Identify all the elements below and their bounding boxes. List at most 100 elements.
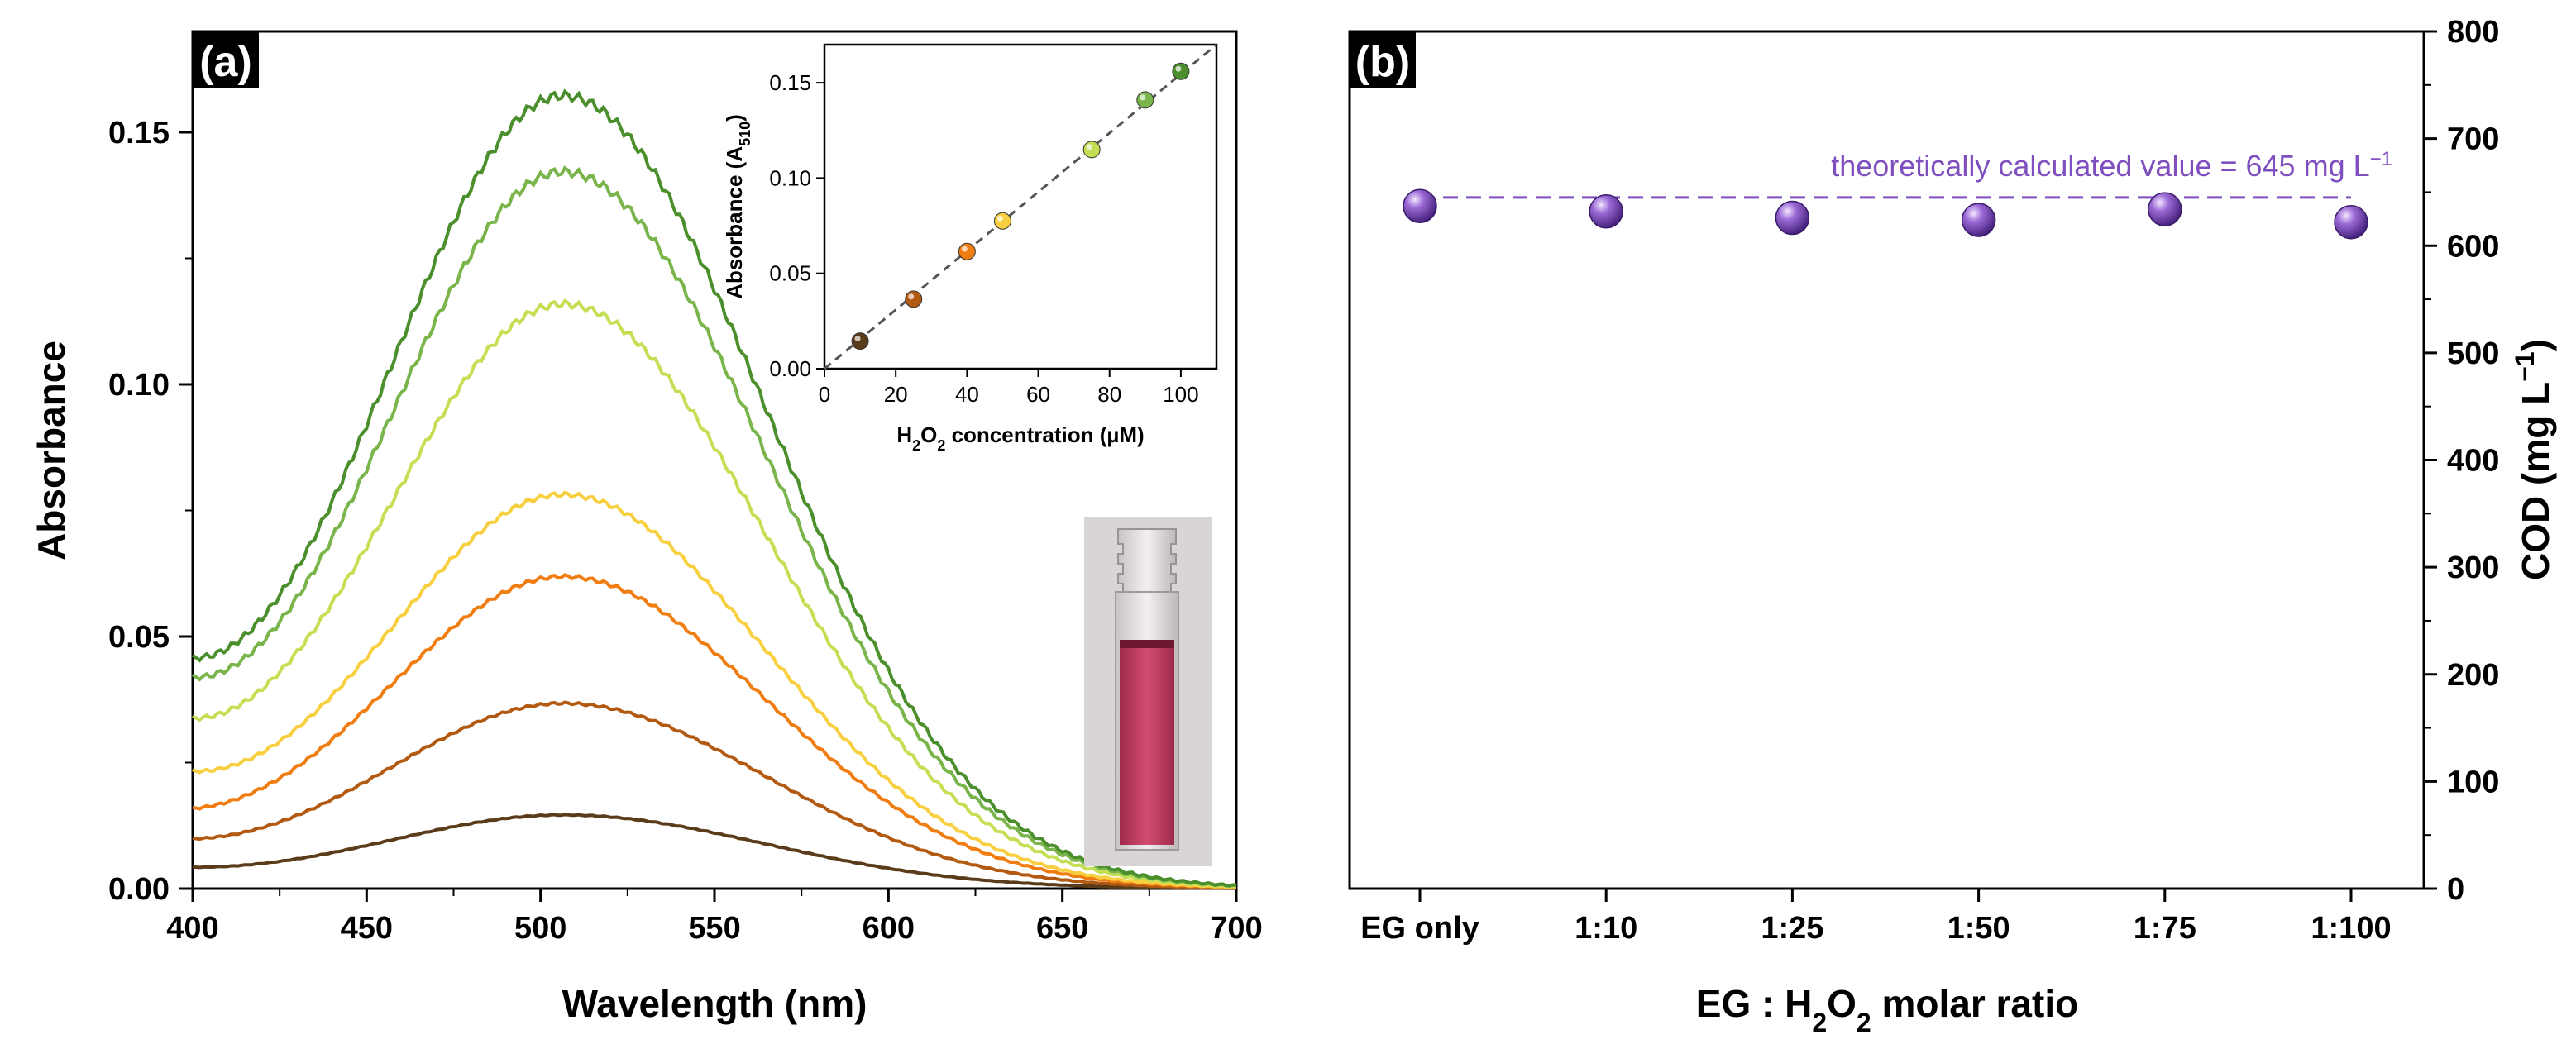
inset-x-tick-label: 100 bbox=[1163, 382, 1198, 407]
panel-a-spectra bbox=[191, 88, 1237, 890]
b-x-tick-label: 1:10 bbox=[1575, 911, 1637, 946]
inset-point-highlight bbox=[1086, 144, 1092, 150]
b-x-tick-label: 1:50 bbox=[1948, 911, 2010, 946]
inset-y-tick-label: 0.15 bbox=[769, 70, 811, 95]
inset-point bbox=[993, 212, 1011, 230]
spectrum-line bbox=[192, 700, 1237, 890]
inset-points bbox=[851, 62, 1190, 350]
cuvette-cap bbox=[1117, 528, 1177, 593]
cod-point bbox=[1961, 203, 1996, 237]
inset-x-axis-title: H2O2 concentration (µM) bbox=[896, 422, 1144, 454]
spectrum-line bbox=[192, 813, 1236, 890]
inset-y-title-sub: 510 bbox=[737, 122, 753, 146]
inset-point-highlight bbox=[1175, 65, 1182, 72]
cod-point bbox=[2334, 204, 2368, 240]
panel-b-label: (b) bbox=[1355, 38, 1410, 86]
a-y-tick-label: 0.00 bbox=[108, 872, 170, 907]
b-x-title-part: O bbox=[1827, 982, 1857, 1025]
spectrum-line bbox=[192, 490, 1237, 889]
cod-point bbox=[1775, 200, 1810, 236]
b-y-tick-label: 500 bbox=[2447, 336, 2499, 371]
a-y-tick-label: 0.10 bbox=[108, 368, 170, 403]
inset-x-tick-label: 80 bbox=[1097, 382, 1121, 407]
inset-point-highlight bbox=[854, 336, 861, 342]
inset-point bbox=[1082, 141, 1101, 159]
b-y-tick-label: 200 bbox=[2447, 658, 2499, 693]
cod-point bbox=[2148, 192, 2182, 226]
b-x-tick-label: 1:100 bbox=[2311, 911, 2391, 946]
panel-b: (b) EG only 1:10 1:25 1:50 1:75 1:100 0 100 200… bbox=[1348, 15, 2557, 1037]
inset-x-tick-label: 40 bbox=[955, 382, 979, 407]
b-x-title-sub: 2 bbox=[1812, 1008, 1827, 1037]
panel-a-label-box bbox=[193, 31, 259, 88]
inset-point bbox=[905, 290, 923, 308]
b-x-tick-label: 1:75 bbox=[2134, 911, 2196, 946]
inset-point bbox=[851, 332, 869, 350]
spectrum-line bbox=[192, 298, 1237, 889]
inset-x-tick-label: 60 bbox=[1026, 382, 1050, 407]
panel-a-x-axis: 400 450 500 550 600 650 700 bbox=[166, 889, 1263, 946]
a-x-tick-label: 700 bbox=[1210, 911, 1262, 946]
panel-a-label: (a) bbox=[199, 38, 252, 86]
inset-x-tick-label: 0 bbox=[819, 382, 830, 407]
inset-x-title-part: concentration (µM) bbox=[945, 422, 1144, 447]
inset-point bbox=[1136, 91, 1154, 109]
inset-x-title-sub: 2 bbox=[937, 437, 945, 454]
reference-line-label: theoretically calculated value = 645 mg … bbox=[1831, 147, 2392, 183]
b-x-tick-label: 1:25 bbox=[1761, 911, 1823, 946]
inset-y-tick-label: 0.00 bbox=[769, 356, 811, 381]
cod-point bbox=[1403, 188, 1437, 224]
b-x-title-sub: 2 bbox=[1857, 1008, 1871, 1037]
a-x-tick-label: 550 bbox=[688, 911, 740, 946]
b-y-tick-label: 100 bbox=[2447, 765, 2499, 799]
spectrum-line bbox=[192, 573, 1237, 889]
a-x-tick-label: 400 bbox=[166, 911, 218, 946]
inset-x-title-part: O bbox=[920, 422, 937, 447]
panel-b-x-axis: EG only 1:10 1:25 1:50 1:75 1:100 bbox=[1360, 889, 2392, 946]
reference-label-sup: −1 bbox=[2370, 147, 2392, 169]
b-y-title-sup: −1 bbox=[2510, 351, 2540, 381]
a-y-tick-label: 0.15 bbox=[108, 116, 170, 150]
panel-a-x-axis-title: Wavelength (nm) bbox=[562, 982, 867, 1025]
a-x-tick-label: 500 bbox=[514, 911, 566, 946]
panel-b-x-axis-title: EG : H2O2 molar ratio bbox=[1696, 982, 2078, 1037]
a-x-tick-label: 600 bbox=[863, 911, 915, 946]
panel-a-y-axis: 0.00 0.05 0.10 0.15 bbox=[108, 116, 193, 907]
inset-y-title-part: Absorbance (A bbox=[722, 146, 747, 299]
panel-b-y-axis: 0 100 200 300 400 500 600 700 800 bbox=[2424, 15, 2499, 907]
cuvette-photo bbox=[1084, 517, 1212, 866]
inset-y-title-part: ) bbox=[722, 114, 747, 122]
inset-y-tick-label: 0.10 bbox=[769, 165, 811, 190]
a-y-tick-label: 0.05 bbox=[108, 620, 170, 655]
inset-axes: 0 20 40 60 80 100 0.00 0.05 0.10 0.15 bbox=[769, 70, 1198, 407]
b-y-tick-label: 400 bbox=[2447, 444, 2499, 479]
b-y-title-part: COD (mg L bbox=[2514, 382, 2557, 580]
panel-b-label-box bbox=[1350, 31, 1416, 88]
inset-y-axis-title: Absorbance (A510) bbox=[722, 114, 753, 299]
inset-x-title-sub: 2 bbox=[912, 437, 920, 454]
a-x-tick-label: 650 bbox=[1036, 911, 1088, 946]
inset-point bbox=[958, 242, 976, 260]
b-y-tick-label: 300 bbox=[2447, 551, 2499, 585]
inset-x-title-part: H bbox=[896, 422, 912, 447]
panel-b-frame bbox=[1348, 30, 2425, 890]
a-x-tick-label: 450 bbox=[341, 911, 393, 946]
b-y-tick-label: 0 bbox=[2447, 872, 2464, 907]
b-y-tick-label: 800 bbox=[2447, 15, 2499, 50]
inset-point-highlight bbox=[996, 215, 1003, 222]
b-y-title-part: ) bbox=[2514, 339, 2557, 351]
spectrum-line bbox=[191, 88, 1237, 888]
spectrum-line bbox=[191, 165, 1237, 888]
inset-point-highlight bbox=[908, 293, 915, 300]
b-y-tick-label: 600 bbox=[2447, 229, 2499, 264]
panel-b-points bbox=[1403, 188, 2368, 240]
panel-b-y-axis-title: COD (mg L−1) bbox=[2510, 339, 2557, 580]
inset-point bbox=[1172, 62, 1190, 80]
inset-point-highlight bbox=[1140, 94, 1146, 101]
reference-label-text: theoretically calculated value = 645 mg … bbox=[1831, 149, 2369, 183]
cod-point bbox=[1589, 194, 1623, 229]
panel-a-y-axis-title: Absorbance bbox=[30, 341, 73, 560]
inset-y-tick-label: 0.05 bbox=[769, 261, 811, 286]
b-y-tick-label: 700 bbox=[2447, 122, 2499, 157]
